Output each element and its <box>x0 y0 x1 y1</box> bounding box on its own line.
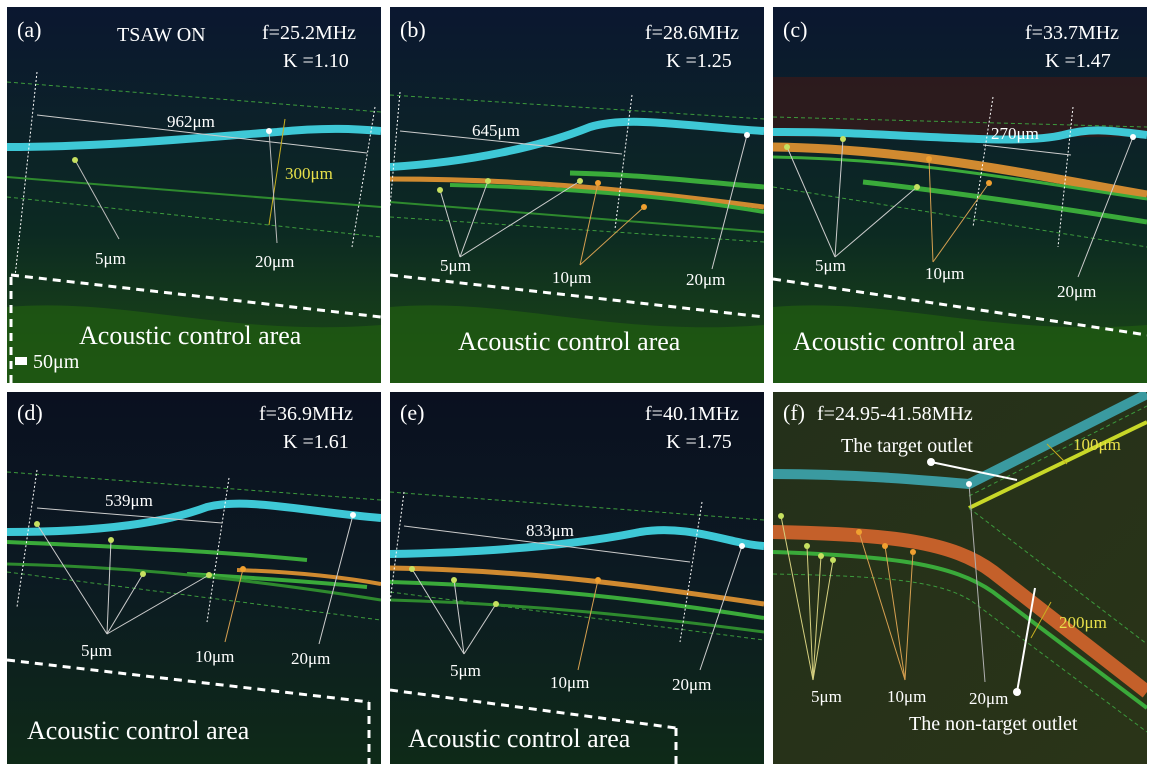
panel-c-particle-20: 20μm <box>1057 282 1097 301</box>
panel-b-image <box>390 7 764 383</box>
panel-b-area: Acoustic control area <box>458 327 681 356</box>
panel-f-width-200: 200μm <box>1059 613 1107 632</box>
panel-b-particle-20: 20μm <box>686 270 726 289</box>
panel-b-particle-10: 10μm <box>552 268 592 287</box>
panel-e-particle-10: 10μm <box>550 673 590 692</box>
panel-a-width: 300μm <box>285 164 333 183</box>
panel-c-particle-10: 10μm <box>925 264 965 283</box>
panel-c-area: Acoustic control area <box>793 327 1016 356</box>
panel-f-nontarget-outlet: The non-target outlet <box>909 713 1078 735</box>
panel-c: (c) f=33.7MHz K =1.47 270μm 5μm 10μm 20μ… <box>772 6 1148 384</box>
panel-f-target-outlet: The target outlet <box>841 435 973 457</box>
panel-e-freq: f=40.1MHz <box>645 403 740 425</box>
panel-f-particle-10: 10μm <box>887 687 927 706</box>
panel-f-image <box>773 392 1147 764</box>
panel-e-kappa: K =1.75 <box>666 431 732 453</box>
panel-e-particle-5: 5μm <box>450 661 481 680</box>
panel-a-kappa: K =1.10 <box>283 50 349 72</box>
panel-d-image <box>7 392 381 764</box>
panel-c-kappa: K =1.47 <box>1045 50 1111 72</box>
panel-d-kappa: K =1.61 <box>283 431 349 453</box>
panel-e-image <box>390 392 764 764</box>
panel-d-label: (d) <box>17 400 43 425</box>
panel-a-freq: f=25.2MHz <box>262 22 357 44</box>
panel-d-particle-20: 20μm <box>291 649 331 668</box>
panel-d-particle-10: 10μm <box>195 647 235 666</box>
panel-d-particle-5: 5μm <box>81 641 112 660</box>
panel-e-particle-20: 20μm <box>672 675 712 694</box>
panel-f-particle-5: 5μm <box>811 687 842 706</box>
panel-e: (e) f=40.1MHz K =1.75 833μm 5μm 10μm 20μ… <box>389 391 765 765</box>
panel-a-label: (a) <box>17 17 42 42</box>
panel-a-scale: 50μm <box>33 351 80 373</box>
panel-d-distance: 539μm <box>105 491 153 510</box>
panel-b-label: (b) <box>400 17 426 42</box>
panel-f-width-100: 100μm <box>1073 435 1121 454</box>
panel-a-particle-5: 5μm <box>95 249 126 268</box>
panel-b-particle-5: 5μm <box>440 256 471 275</box>
panel-a-particle-20: 20μm <box>255 252 295 271</box>
panel-d-area: Acoustic control area <box>27 716 250 745</box>
panel-a-distance: 962μm <box>167 112 215 131</box>
panel-d-freq: f=36.9MHz <box>259 403 354 425</box>
panel-c-image <box>773 7 1147 383</box>
panel-f-particle-20: 20μm <box>969 689 1009 708</box>
panel-b-kappa: K =1.25 <box>666 50 732 72</box>
panel-b-distance: 645μm <box>472 121 520 140</box>
panel-f-freq: f=24.95-41.58MHz <box>817 403 973 425</box>
panel-a-header: TSAW ON <box>117 24 206 46</box>
panel-a-area: Acoustic control area <box>79 321 302 350</box>
panel-c-particle-5: 5μm <box>815 256 846 275</box>
panel-a-image <box>7 7 381 383</box>
panel-f-label: (f) <box>783 400 805 425</box>
panel-b: (b) f=28.6MHz K =1.25 645μm 5μm 10μm 20μ… <box>389 6 765 384</box>
panel-a: (a) TSAW ON f=25.2MHz K =1.10 962μm 300μ… <box>6 6 382 384</box>
panel-d: (d) f=36.9MHz K =1.61 539μm 5μm 10μm 20μ… <box>6 391 382 765</box>
panel-b-freq: f=28.6MHz <box>645 22 740 44</box>
panel-c-distance: 270μm <box>991 124 1039 143</box>
panel-f: (f) f=24.95-41.58MHz The target outlet 1… <box>772 391 1148 765</box>
panel-e-area: Acoustic control area <box>408 724 631 753</box>
panel-e-label: (e) <box>400 400 425 425</box>
panel-c-label: (c) <box>783 17 808 42</box>
panel-e-distance: 833μm <box>526 521 574 540</box>
panel-c-freq: f=33.7MHz <box>1025 22 1120 44</box>
